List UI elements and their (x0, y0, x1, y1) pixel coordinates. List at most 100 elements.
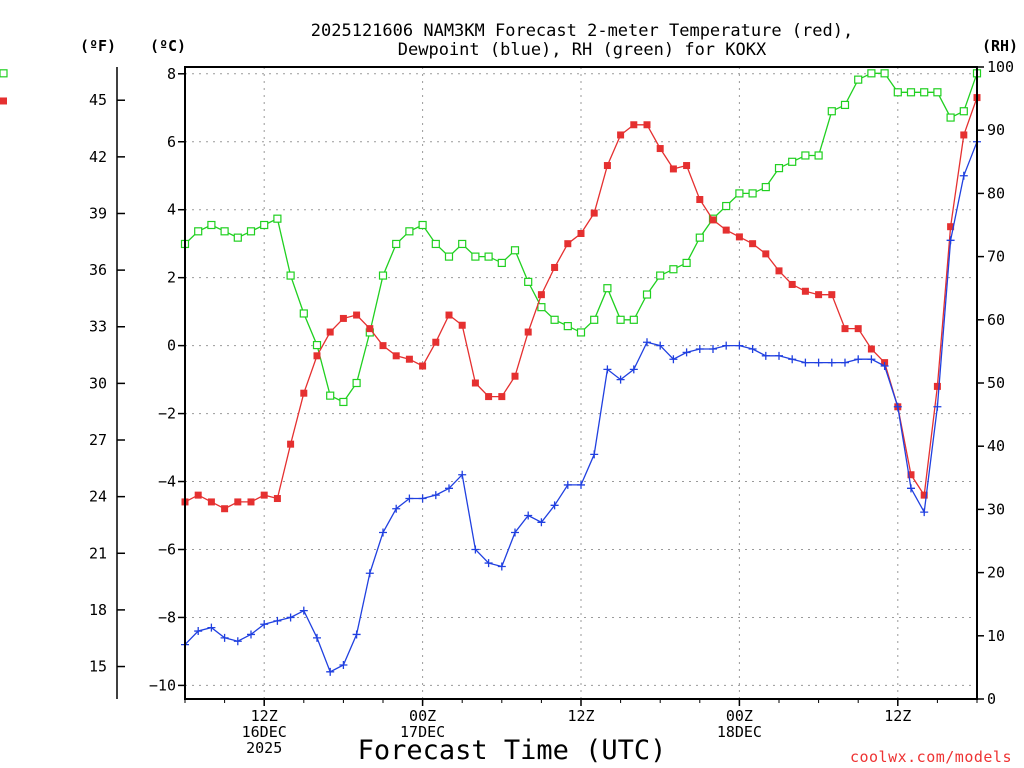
rh-point (537, 303, 546, 312)
dewpoint-point (788, 355, 797, 364)
rh-tick-label: 40 (987, 437, 1005, 455)
fahrenheit-axis (116, 67, 125, 699)
temperature-point (537, 291, 545, 299)
temperature-point (828, 291, 836, 299)
temperature-point (801, 287, 809, 295)
rh-point (312, 340, 322, 350)
temperature-point (300, 389, 308, 397)
dewpoint-point (933, 402, 942, 411)
dewpoint-point (629, 365, 638, 374)
rh-point (418, 220, 427, 230)
rh-point (352, 378, 361, 388)
dewpoint-point (299, 606, 308, 615)
temperature-point (419, 362, 427, 370)
rh-tick-label: 60 (987, 311, 1005, 329)
rh-point (524, 277, 533, 286)
temperature-point (221, 505, 229, 513)
dewpoint-point (260, 620, 269, 629)
dewpoint-point (550, 501, 559, 510)
celsius-axis-label: (ºC) (150, 37, 186, 55)
rh-point (286, 271, 295, 280)
dewpoint-point (418, 494, 427, 503)
celsius-tick-label: −4 (158, 473, 176, 491)
celsius-tick-label: −6 (158, 540, 176, 558)
chart-title-line-2: Dewpoint (blue), RH (green) for KOKX (398, 40, 767, 60)
source-credit: coolwx.com/models (850, 748, 1012, 766)
fahrenheit-tick-label: 21 (89, 544, 107, 562)
dewpoint-series (181, 138, 981, 676)
rh-point (471, 252, 480, 261)
rh-tick-label: 80 (987, 184, 1005, 202)
dewpoint-point (722, 341, 731, 350)
rh-point (431, 239, 440, 249)
rh-point (867, 69, 876, 78)
temperature-point (207, 498, 215, 506)
time-tick-label: 16DEC (242, 723, 287, 741)
rh-point (616, 315, 625, 324)
rh-point (735, 189, 744, 198)
rh-point (933, 88, 942, 97)
rh-point (656, 271, 665, 280)
dewpoint-point (920, 508, 929, 517)
temperature-point (260, 491, 268, 499)
temperature-point (445, 311, 453, 319)
dewpoint-point (854, 355, 863, 364)
dewpoint-point (339, 661, 348, 670)
temperature-point (326, 328, 334, 336)
dewpoint-point (616, 375, 625, 384)
dewpoint-point (379, 528, 387, 537)
fahrenheit-tick-label: 39 (89, 204, 107, 222)
rh-point (840, 100, 850, 110)
x-axis-title: Forecast Time (UTC) (358, 735, 667, 766)
rh-point (0, 69, 8, 78)
temperature-point (379, 342, 387, 350)
time-tick-label: 17DEC (400, 723, 445, 741)
dewpoint-point (471, 545, 480, 554)
rh-point (458, 239, 467, 249)
rh-point (207, 220, 216, 230)
time-tick-label: 18DEC (717, 723, 762, 741)
dewpoint-point (709, 345, 717, 354)
rh-point (444, 252, 454, 261)
rh-point (484, 252, 493, 261)
dewpoint-point (445, 484, 453, 493)
dewpoint-point (563, 480, 572, 489)
temperature-point (234, 498, 242, 506)
temperature-point (273, 495, 281, 503)
temperature-point (683, 162, 691, 170)
dewpoint-point (194, 627, 203, 636)
dewpoint-point (643, 338, 651, 347)
dewpoint-point (511, 528, 519, 537)
dewpoint-point (313, 633, 321, 642)
temperature-point (0, 97, 7, 105)
temperature-point (577, 229, 585, 237)
plot-axes (178, 66, 984, 706)
temperature-point (194, 491, 202, 499)
temperature-point (247, 498, 255, 506)
rh-point (814, 151, 823, 160)
fahrenheit-tick-label: 18 (89, 601, 107, 619)
dewpoint-point (814, 358, 823, 367)
temperature-point (511, 372, 519, 380)
celsius-tick-label: −2 (158, 405, 176, 423)
temperature-point (392, 352, 400, 360)
temperature-point (933, 382, 941, 390)
temperature-point (669, 165, 677, 173)
temperature-point (907, 471, 915, 479)
rh-tick-label: 0 (987, 690, 996, 708)
rh-point (906, 88, 916, 97)
rh-point (220, 227, 229, 236)
temperature-point (696, 196, 704, 204)
fahrenheit-tick-label: 36 (89, 261, 107, 279)
temperature-point (643, 121, 651, 129)
celsius-tick-label: 8 (167, 65, 176, 83)
rh-point (788, 157, 797, 166)
tick-labels: 86420−2−4−6−8−10454239363330272421181510… (89, 58, 1014, 757)
dewpoint-point (590, 450, 599, 459)
rh-point (774, 164, 784, 173)
time-tick-label: 12Z (884, 707, 911, 725)
temperature-point (735, 233, 743, 241)
fahrenheit-tick-label: 30 (89, 374, 107, 392)
rh-tick-label: 20 (987, 564, 1005, 582)
